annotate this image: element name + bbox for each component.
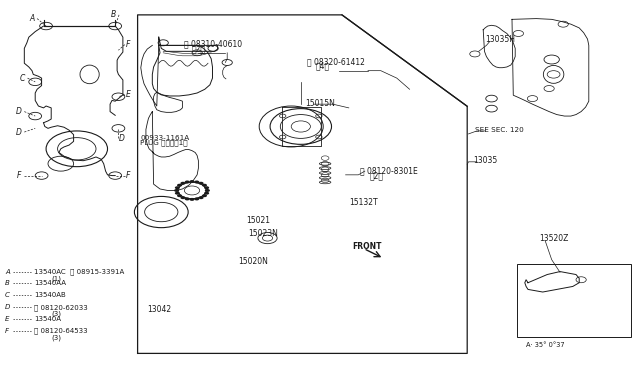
- Text: C: C: [20, 74, 25, 83]
- Text: D: D: [16, 107, 22, 116]
- Text: (3): (3): [51, 311, 61, 317]
- Text: Ⓢ 08320-61412: Ⓢ 08320-61412: [307, 57, 365, 66]
- Circle shape: [202, 184, 207, 187]
- Circle shape: [185, 180, 190, 183]
- Text: 13540AB: 13540AB: [34, 292, 66, 298]
- Circle shape: [194, 198, 199, 201]
- Text: D: D: [118, 134, 125, 143]
- Text: D: D: [16, 128, 22, 137]
- Text: 13035H: 13035H: [485, 35, 515, 44]
- Circle shape: [198, 182, 204, 185]
- Text: A: A: [5, 269, 10, 275]
- Circle shape: [189, 198, 195, 201]
- Circle shape: [177, 184, 182, 187]
- Text: F: F: [126, 40, 130, 49]
- Circle shape: [180, 196, 186, 199]
- Text: 15021: 15021: [246, 216, 270, 225]
- Text: 15015N: 15015N: [305, 99, 335, 108]
- Text: F: F: [17, 171, 21, 180]
- Text: 15023N: 15023N: [248, 229, 278, 238]
- Text: FRONT: FRONT: [352, 242, 381, 251]
- Text: 13042: 13042: [147, 305, 172, 314]
- Text: 13035: 13035: [474, 156, 498, 165]
- Text: PLUG プラグ（1）: PLUG プラグ（1）: [140, 139, 188, 146]
- Text: （4）: （4）: [316, 62, 330, 71]
- Text: A· 35° 0°37: A· 35° 0°37: [526, 342, 564, 348]
- Circle shape: [180, 182, 186, 185]
- Circle shape: [185, 198, 190, 201]
- Text: Ⓢ 08310-40610: Ⓢ 08310-40610: [184, 39, 243, 48]
- Circle shape: [198, 196, 204, 199]
- Text: E: E: [5, 316, 10, 322]
- Circle shape: [204, 192, 209, 195]
- Text: 15132T: 15132T: [349, 198, 378, 207]
- Text: Ⓑ 08120-62033: Ⓑ 08120-62033: [34, 304, 88, 311]
- Text: B: B: [5, 280, 10, 286]
- Circle shape: [189, 180, 195, 183]
- Circle shape: [194, 180, 199, 183]
- Text: Ⓑ 08120-8301E: Ⓑ 08120-8301E: [360, 166, 417, 175]
- Text: 13540A: 13540A: [34, 316, 61, 322]
- Circle shape: [175, 192, 180, 195]
- Circle shape: [175, 186, 180, 189]
- Text: (1): (1): [51, 275, 61, 282]
- Text: C: C: [5, 292, 10, 298]
- Text: 13540AA: 13540AA: [34, 280, 66, 286]
- Circle shape: [202, 194, 207, 197]
- Circle shape: [205, 189, 210, 192]
- Text: F: F: [126, 171, 130, 180]
- Text: F: F: [5, 328, 9, 334]
- Text: （2）: （2）: [192, 44, 206, 53]
- Text: 13520Z: 13520Z: [539, 234, 568, 243]
- Text: 00933-1161A: 00933-1161A: [140, 135, 189, 141]
- Text: （2）: （2）: [369, 171, 383, 180]
- Text: 13540AC  Ⓦ 08915-3391A: 13540AC Ⓦ 08915-3391A: [34, 268, 124, 275]
- Circle shape: [174, 189, 179, 192]
- Circle shape: [177, 194, 182, 197]
- Text: Ⓑ 08120-64533: Ⓑ 08120-64533: [34, 328, 88, 334]
- Circle shape: [204, 186, 209, 189]
- Text: D: D: [5, 304, 10, 310]
- Text: SEE SEC. 120: SEE SEC. 120: [475, 127, 524, 133]
- Bar: [517, 264, 631, 337]
- Text: A: A: [29, 14, 35, 23]
- Text: 15020N: 15020N: [238, 257, 268, 266]
- Text: E: E: [125, 90, 131, 99]
- Text: B: B: [111, 10, 116, 19]
- Text: (3): (3): [51, 334, 61, 341]
